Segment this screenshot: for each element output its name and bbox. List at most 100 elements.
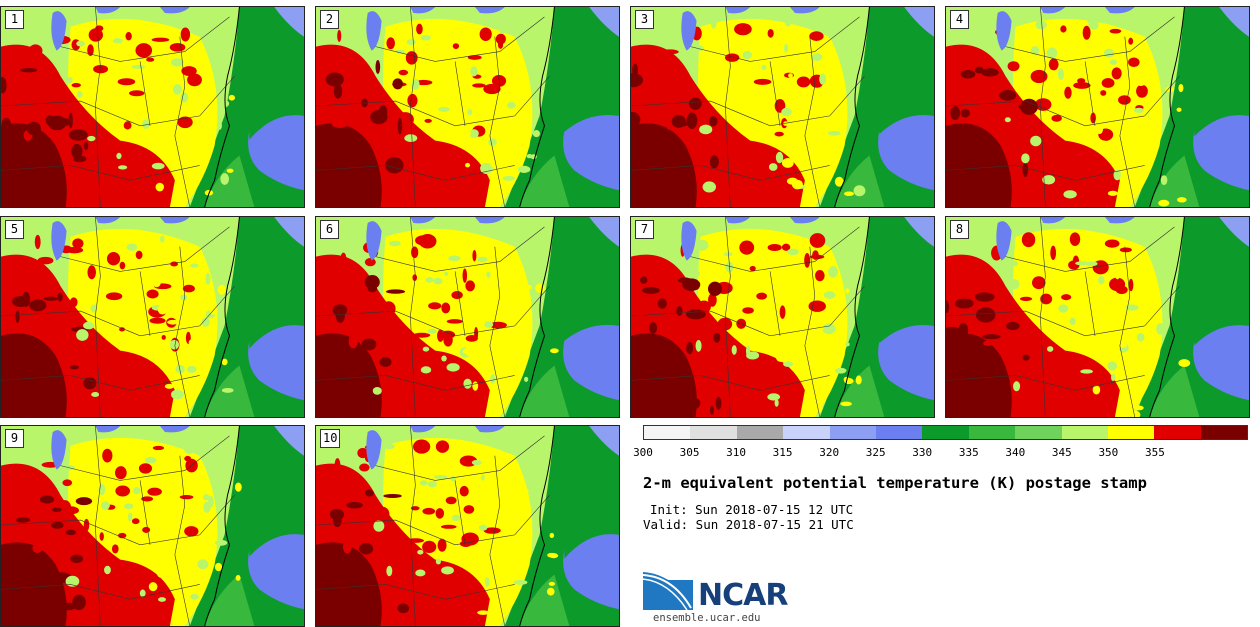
mild-patch	[446, 363, 460, 372]
hottest-patch	[33, 584, 52, 592]
hot-patch	[1101, 78, 1115, 88]
warm-patch	[775, 352, 787, 363]
hot-patch	[146, 57, 155, 62]
mild-patch	[420, 366, 432, 374]
hot-patch	[348, 334, 358, 349]
hot-patch	[26, 506, 32, 520]
lake-ontario	[474, 426, 505, 433]
mild-patch	[480, 474, 485, 481]
state-boundary	[631, 76, 865, 127]
hot-patch	[718, 321, 728, 332]
hottest-patch	[353, 165, 363, 180]
hot-patch	[1073, 81, 1091, 89]
colorbar-segment	[1154, 426, 1201, 439]
hot-patch	[1021, 232, 1036, 248]
mild-patch	[781, 107, 792, 117]
hot-patch	[428, 302, 442, 310]
hot-patch	[331, 120, 348, 129]
lake-michigan	[681, 221, 697, 261]
hot-patch	[1060, 25, 1067, 33]
warm-patch	[515, 508, 522, 517]
state-boundary	[1119, 246, 1136, 417]
hottest-patch	[51, 521, 64, 529]
warm-patch	[157, 304, 168, 315]
warm-patch	[477, 610, 489, 615]
hot-patch	[1104, 239, 1120, 248]
mild-patch	[90, 304, 97, 313]
hot-patch	[981, 273, 992, 283]
warm-patch	[1125, 330, 1136, 338]
mild-patch	[180, 294, 188, 301]
mild-patch	[186, 365, 197, 374]
hot-patch	[440, 524, 457, 529]
state-boundary	[946, 375, 1145, 391]
mild-patch	[372, 386, 382, 395]
mild-patch	[448, 255, 461, 262]
mild-patch	[433, 474, 448, 479]
colorbar-tick-label: 335	[958, 446, 979, 459]
cool-ocean-region	[878, 115, 934, 191]
hottest-patch	[708, 116, 718, 127]
warm-patch	[1133, 405, 1144, 411]
hot-patch	[115, 485, 131, 497]
hottest-patch	[981, 68, 999, 77]
mild-patch	[823, 291, 836, 299]
warm-patch	[156, 568, 167, 578]
state-boundary	[1005, 226, 1175, 272]
hottest-patch	[707, 281, 722, 297]
hot-patch	[774, 131, 784, 137]
state-boundary	[95, 7, 101, 207]
mild-patch	[170, 13, 178, 21]
lake-huron	[95, 7, 121, 14]
hot-patch	[435, 440, 450, 453]
state-boundary	[725, 217, 731, 417]
colorbar-segment	[1061, 426, 1108, 439]
mild-patch	[444, 271, 449, 277]
member-label: 8	[950, 220, 969, 239]
hottest-patch	[83, 377, 97, 390]
hottest-patch	[15, 395, 31, 405]
hot-patch	[115, 466, 127, 480]
hot-patch	[387, 318, 403, 329]
warm-patch	[777, 277, 789, 284]
mild-patch	[702, 181, 716, 193]
coastline	[1149, 7, 1185, 207]
warm-patch	[214, 562, 223, 572]
mild-patch	[1030, 46, 1040, 55]
temperature-map	[1, 217, 304, 417]
hot-patch	[34, 234, 41, 250]
warm-patch	[188, 339, 197, 347]
mild-patch	[1085, 261, 1098, 267]
hottest-patch	[397, 603, 410, 614]
cool-ocean-region	[1193, 115, 1249, 191]
warm-patch	[189, 141, 196, 147]
hot-patch	[1050, 245, 1057, 260]
hot-patch	[161, 335, 166, 340]
hot-patch	[656, 110, 663, 120]
colorbar-segment	[1015, 426, 1062, 439]
hot-patch	[151, 37, 170, 42]
mild-patch	[202, 494, 210, 501]
mild-patch	[67, 76, 73, 84]
mild-patch	[1035, 20, 1047, 30]
hot-patch	[1111, 67, 1122, 80]
hottest-patch	[367, 284, 378, 293]
hot-patch	[28, 44, 43, 58]
coastline	[834, 7, 870, 207]
mild-patch	[480, 162, 493, 175]
hottest-patch	[676, 306, 683, 317]
mild-patch	[1030, 135, 1042, 147]
hottest-patch	[70, 554, 84, 564]
hot-patch	[1069, 232, 1081, 247]
hottest-patch	[356, 596, 367, 610]
lake-huron	[1040, 7, 1066, 14]
mild-patch	[221, 387, 234, 393]
mild-patch	[746, 351, 760, 360]
mild-patch	[422, 346, 430, 352]
mild-patch	[767, 393, 781, 401]
hottest-patch	[361, 338, 377, 351]
hot-patch	[340, 252, 347, 268]
hot-patch	[367, 128, 380, 143]
hot-patch	[459, 485, 469, 497]
hot-patch	[407, 93, 418, 108]
